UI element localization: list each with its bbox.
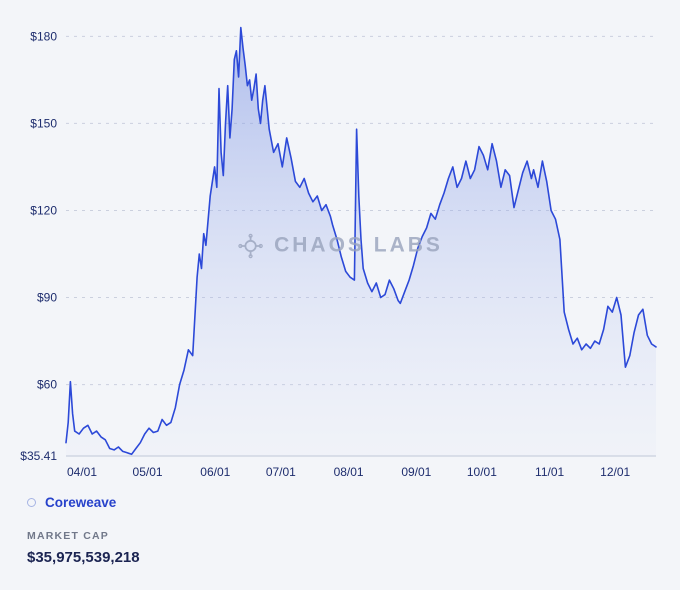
y-axis-min-label: $35.41 [20,449,57,463]
series-marker-icon [27,497,36,507]
market-cap-value: $35,975,539,218 [27,549,140,566]
gridlines [66,35,656,386]
x-axis-labels: 04/01 05/01 06/01 07/01 08/01 09/01 10/01 11/01… [67,465,631,479]
svg-text:06/01: 06/01 [200,465,230,479]
market-cap-label: MARKET CAP [27,530,109,542]
svg-text:11/01: 11/01 [535,465,564,479]
price-chart-panel: $180 $150 $120 $90 $60 $35.41 04/01 05/01 06/01 0… [0,0,680,482]
svg-text:12/01: 12/01 [600,465,630,479]
svg-text:$150: $150 [30,116,57,130]
svg-text:$60: $60 [37,378,57,392]
svg-text:05/01: 05/01 [133,465,163,479]
svg-text:08/01: 08/01 [334,465,364,479]
svg-text:04/01: 04/01 [67,465,97,479]
series-line [65,26,657,456]
svg-text:$90: $90 [37,291,57,305]
legend-item-coreweave[interactable]: Coreweave [0,482,680,514]
series-label: Coreweave [45,494,117,510]
svg-text:07/01: 07/01 [266,465,296,479]
svg-text:$180: $180 [30,29,57,43]
y-axis-labels: $180 $150 $120 $90 $60 $35.41 [20,29,57,463]
svg-text:10/01: 10/01 [467,465,497,479]
svg-text:09/01: 09/01 [401,465,431,479]
svg-text:$120: $120 [30,203,57,217]
market-cap-section: MARKET CAP $35,975,539,218 [0,514,680,566]
